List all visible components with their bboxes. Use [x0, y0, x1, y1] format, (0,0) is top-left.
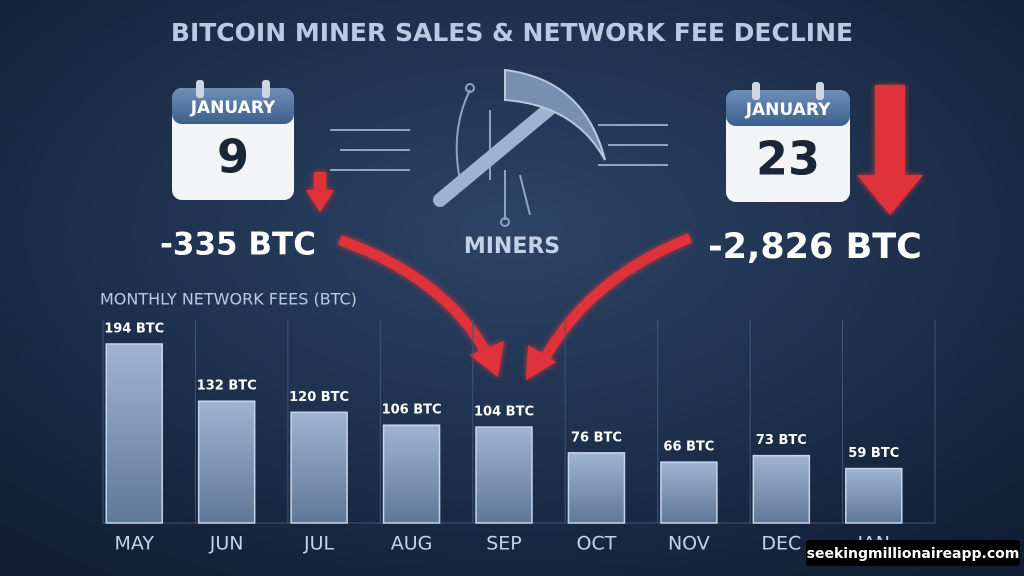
chart-title: MONTHLY NETWORK FEES (BTC): [100, 290, 357, 309]
calendar-day: 23: [756, 132, 820, 186]
bar: [567, 452, 626, 524]
calendar-month: JANUARY: [190, 98, 276, 118]
curved-arrow: [338, 235, 495, 363]
value-label: 104 BTC: [474, 405, 534, 420]
value-label: 120 BTC: [289, 390, 349, 405]
value-label: 76 BTC: [571, 430, 622, 445]
x-tick-label: MAY: [114, 533, 154, 555]
down-arrow: [857, 85, 923, 215]
x-tick-label: JUN: [209, 533, 244, 555]
bar: [660, 461, 718, 524]
value-label: 73 BTC: [756, 433, 807, 448]
x-tick-label: AUG: [391, 533, 433, 555]
curved-arrow: [540, 233, 692, 361]
title: BITCOIN MINER SALES & NETWORK FEE DECLIN…: [171, 18, 853, 47]
arrow-head: [526, 345, 556, 380]
left-change: -335 BTC: [160, 227, 316, 263]
right-change: -2,826 BTC: [708, 227, 922, 267]
x-tick-label: DEC: [761, 533, 801, 555]
bar: [845, 467, 903, 524]
watermark: seekingmillionaireapp.com: [807, 546, 1020, 562]
bar: [382, 424, 441, 524]
down-arrow: [306, 172, 334, 212]
calendar-day: 9: [217, 130, 249, 184]
bar: [752, 454, 811, 524]
bar: [475, 426, 533, 524]
x-tick-label: SEP: [486, 533, 522, 555]
left-calendar: JANUARY 9: [172, 80, 294, 200]
value-label: 66 BTC: [663, 440, 714, 455]
x-tick-label: OCT: [577, 533, 617, 555]
value-label: 59 BTC: [848, 446, 899, 461]
value-label: 132 BTC: [197, 379, 257, 394]
calendar-month: JANUARY: [745, 100, 831, 120]
x-tick-label: JUL: [303, 533, 335, 555]
arrow-head: [470, 341, 504, 377]
x-tick-label: NOV: [668, 533, 710, 555]
bar: [105, 343, 163, 524]
right-calendar: JANUARY 23: [726, 82, 850, 202]
pickaxe-icon: [330, 68, 668, 227]
bar: [290, 411, 348, 524]
value-label: 194 BTC: [104, 321, 164, 336]
center-label: MINERS: [464, 234, 560, 259]
bar: [197, 400, 256, 524]
value-label: 106 BTC: [382, 403, 442, 418]
watermark-bg: [806, 540, 1020, 566]
